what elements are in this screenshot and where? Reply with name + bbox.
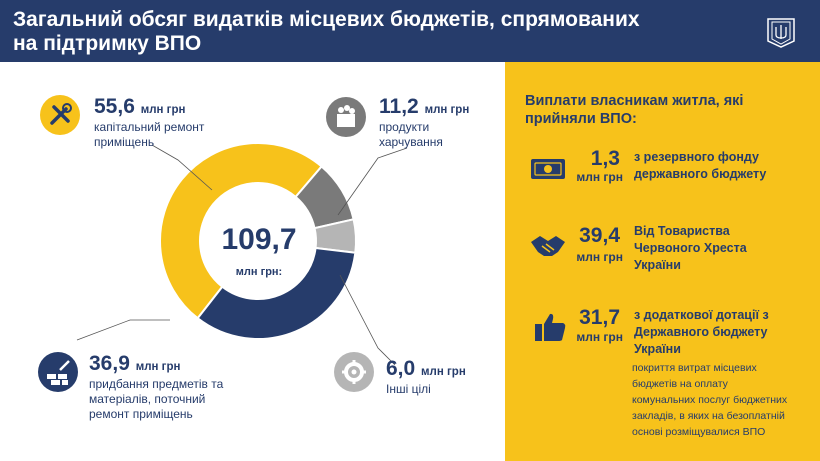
payment-1-value: 1,3 — [590, 147, 620, 170]
payment-3-unit: млн грн — [576, 330, 623, 344]
title-line-2: на підтримку ВПО — [13, 32, 202, 55]
total-unit: млн грн: — [235, 266, 283, 278]
payments-panel: Виплати власникам житла, які прийняли ВП… — [505, 62, 820, 461]
note-line-4: закладів, в яких на безоплатній — [632, 410, 785, 422]
payment-2-desc: Від Товариства Червоного Хреста України — [634, 223, 747, 274]
capital-number: 55,6 — [94, 95, 135, 118]
materials-number: 36,9 — [89, 352, 130, 375]
payment-3-desc-3: України — [634, 342, 681, 356]
capital-desc-1: капітальний ремонт — [94, 120, 205, 134]
materials-desc: придбання предметів та матеріалів, поточ… — [89, 377, 223, 422]
payment-2-unit: млн грн — [576, 250, 623, 264]
food-value: 11,2 млн грн — [379, 95, 469, 119]
capital-desc: капітальний ремонт приміщень — [94, 120, 204, 150]
payments-title-2: прийняли ВПО: — [525, 111, 637, 127]
note-line-2: бюджетів на оплату — [632, 378, 728, 390]
payment-1-desc-2: державного бюджету — [634, 167, 767, 181]
tools-icon — [40, 95, 80, 135]
food-desc-2: харчування — [379, 135, 443, 149]
payment-3-desc: з додаткової дотації з Державного бюджет… — [634, 307, 769, 358]
other-desc: Інші цілі — [386, 382, 431, 397]
total-value: 109,7 — [221, 223, 297, 256]
payment-3-note: покриття витрат місцевих бюджетів на опл… — [632, 360, 807, 440]
payment-2-desc-1: Від Товариства — [634, 224, 730, 238]
header-bar: Загальний обсяг видатків місцевих бюджет… — [0, 0, 820, 62]
capital-desc-2: приміщень — [94, 135, 155, 149]
materials-desc-1: придбання предметів та — [89, 377, 224, 391]
banknote-icon — [528, 152, 568, 186]
capital-unit: млн грн — [140, 104, 186, 116]
payments-title-1: Виплати власникам житла, які — [525, 93, 744, 109]
page-title: Загальний обсяг видатків місцевих бюджет… — [13, 8, 713, 56]
other-number: 6,0 — [386, 357, 416, 380]
note-line-1: покриття витрат місцевих — [632, 362, 757, 374]
payment-2-desc-3: України — [634, 258, 681, 272]
slice-materials — [196, 246, 357, 340]
payment-1-desc-1: з резервного фонду — [634, 150, 759, 164]
title-line-1: Загальний обсяг видатків місцевих бюджет… — [13, 8, 640, 31]
materials-value: 36,9 млн грн — [89, 352, 180, 376]
thumbs-up-icon — [531, 310, 571, 344]
materials-desc-2: матеріалів, поточний — [89, 392, 206, 406]
materials-unit: млн грн — [135, 361, 181, 373]
other-desc-1: Інші цілі — [386, 382, 431, 396]
bricks-trowel-icon — [38, 352, 78, 392]
payment-1-unit: млн грн — [576, 170, 623, 184]
note-line-5: основі розміщувалися ВПО — [632, 426, 766, 438]
payment-3-value: 31,7 — [579, 306, 620, 329]
payment-3-desc-1: з додаткової дотації з — [634, 308, 769, 322]
food-desc-1: продукти — [379, 120, 430, 134]
payment-2-value: 39,4 — [579, 224, 620, 247]
payment-2-desc-2: Червоного Хреста — [634, 241, 747, 255]
materials-desc-3: ремонт приміщень — [89, 407, 193, 421]
other-unit: млн грн — [421, 366, 466, 378]
ministry-emblem-icon — [767, 18, 795, 48]
capital-value: 55,6 млн грн — [94, 95, 185, 119]
food-number: 11,2 — [379, 95, 419, 118]
gear-icon — [334, 352, 374, 392]
handshake-icon — [528, 228, 568, 262]
note-line-3: комунальних послуг бюджетних — [632, 394, 788, 406]
payments-title: Виплати власникам житла, які прийняли ВП… — [525, 92, 785, 128]
payment-1-desc: з резервного фонду державного бюджету — [634, 149, 766, 183]
payment-3-desc-2: Державного бюджету — [634, 325, 768, 339]
grocery-basket-icon — [326, 97, 366, 137]
food-desc: продукти харчування — [379, 120, 443, 150]
other-value: 6,0 млн грн — [386, 357, 466, 381]
food-unit: млн грн — [424, 104, 470, 116]
